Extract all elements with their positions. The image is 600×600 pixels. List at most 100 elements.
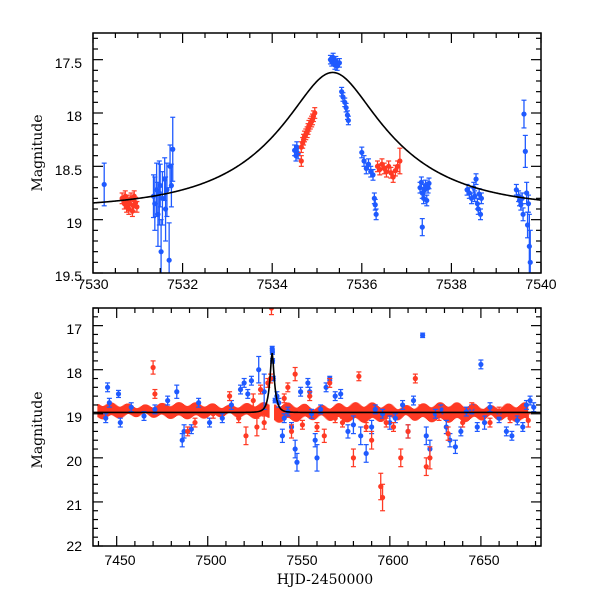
bottom-red-data-point	[299, 422, 306, 428]
top-ytick-label: 17.5	[55, 55, 82, 71]
bottom-red-data-point	[314, 424, 320, 430]
top-blue-data-point	[164, 187, 170, 193]
bottom-red-data-point	[369, 437, 375, 443]
bottom-red-data-point	[250, 397, 256, 404]
bottom-red-data-point	[427, 455, 433, 461]
bottom-red-data-point	[185, 428, 191, 435]
bottom-blue-data-point	[520, 424, 526, 430]
top-blue-data-point	[344, 112, 351, 118]
top-blue-data-point	[526, 243, 532, 249]
bottom-red-data-point	[487, 419, 493, 426]
top-blue-data-point	[345, 117, 351, 124]
bottom-blue-data-point	[228, 402, 235, 408]
bottom-red-data-point	[405, 428, 411, 435]
bottom-blue-data-point	[196, 400, 202, 406]
bottom-red-data-point	[379, 494, 386, 501]
bottom-blue-data-point	[392, 415, 398, 421]
bottom-blue-data-point	[237, 386, 244, 393]
bottom-x-axis-title: HJD-2450000	[277, 572, 373, 588]
bottom-blue-data-point	[478, 361, 484, 368]
top-blue-data-point	[477, 211, 484, 217]
top-blue-data-point	[361, 158, 367, 164]
bottom-blue-data-point	[103, 415, 109, 421]
bottom-blue-data-point	[269, 349, 275, 355]
bottom-xtick-label: 7600	[377, 552, 408, 568]
top-blue-data-point	[418, 179, 424, 185]
bottom-red-data-point	[307, 393, 313, 399]
bottom-red-data-point	[496, 408, 502, 415]
top-blue-data-point	[525, 201, 532, 207]
bottom-blue-data-point	[165, 397, 171, 404]
top-y-axis-title: Magnitude	[30, 114, 46, 191]
bottom-blue-data-point	[219, 415, 225, 421]
bottom-blue-data-point	[527, 397, 533, 404]
bottom-blue-data-point	[369, 424, 375, 430]
top-blue-data-point	[371, 195, 377, 201]
bottom-blue-data-point	[323, 384, 329, 390]
top-model-curve	[93, 71, 541, 204]
bottom-red-data-point	[460, 419, 466, 426]
bottom-red-data-point	[243, 433, 249, 439]
top-axis-ticks	[92, 33, 542, 274]
bottom-blue-data-point	[117, 419, 123, 426]
bottom-red-data-point	[292, 371, 298, 377]
top-blue-data-point	[159, 195, 166, 201]
bottom-red-data-point	[383, 419, 389, 426]
bottom-blue-data-point	[463, 408, 469, 415]
top-blue-data-point	[168, 182, 174, 189]
bottom-red-data-point	[469, 404, 475, 410]
bottom-red-data-point	[445, 431, 451, 437]
top-blue-data-point	[419, 224, 425, 230]
bottom-blue-data-point	[292, 446, 298, 452]
top-blue-data-point	[365, 161, 372, 167]
bottom-blue-data-point	[387, 419, 393, 426]
bottom-blue-data-point	[281, 415, 287, 421]
bottom-xtick-label: 7550	[286, 552, 317, 568]
bottom-blue-data-point	[312, 437, 318, 443]
bottom-blue-data-point	[152, 406, 158, 412]
bottom-red-data-point	[236, 415, 242, 421]
top-ytick-label: 19.5	[55, 268, 82, 284]
bottom-blue-data-point	[174, 389, 180, 395]
top-red-data-point	[298, 158, 304, 164]
bottom-blue-data-point	[314, 455, 320, 461]
bottom-blue-data-point	[106, 400, 112, 406]
top-blue-data-point	[520, 211, 526, 217]
bottom-blue-data-point	[350, 422, 357, 428]
top-xtick-label: 7534	[257, 276, 288, 292]
bottom-red-data-point	[449, 408, 455, 415]
top-blue-data-point	[424, 197, 430, 204]
bottom-blue-data-point	[179, 437, 185, 443]
top-blue-data-point	[425, 185, 431, 191]
bottom-red-data-point	[150, 364, 156, 371]
bottom-blue-data-point	[509, 433, 515, 439]
top-plot-frame	[92, 32, 542, 274]
bottom-blue-data-point	[410, 397, 417, 404]
top-blue-data-point	[372, 202, 378, 208]
bottom-blue-data-point	[363, 450, 369, 457]
top-ytick-label: 18	[66, 108, 82, 124]
bottom-blue-data-point	[181, 428, 187, 435]
bottom-blue-data-point	[115, 391, 122, 397]
bottom-red-data-point	[525, 417, 531, 423]
bottom-red-data-point	[321, 433, 327, 439]
bottom-red-data-point	[254, 424, 260, 430]
bottom-blue-data-point	[248, 378, 255, 384]
bottom-axis-ticks	[93, 307, 541, 547]
bottom-blue-data-point	[294, 459, 300, 465]
bottom-blue-data-point	[423, 433, 429, 439]
bottom-blue-data-point	[503, 428, 509, 435]
bottom-blue-data-point	[128, 404, 134, 410]
top-blue-data-point	[343, 105, 349, 111]
bottom-red-data-point	[285, 384, 291, 390]
bottom-ytick-label: 17	[66, 321, 82, 337]
bottom-red-data-point	[418, 406, 424, 412]
bottom-red-data-point	[192, 419, 198, 426]
bottom-ytick-label: 20	[66, 453, 82, 469]
top-blue-data-point	[170, 146, 176, 152]
top-plot-area	[93, 52, 541, 273]
top-blue-data-point	[373, 211, 379, 217]
top-blue-data-point	[166, 257, 172, 263]
top-blue-data-point	[473, 176, 479, 182]
top-red-data-point	[312, 110, 318, 116]
